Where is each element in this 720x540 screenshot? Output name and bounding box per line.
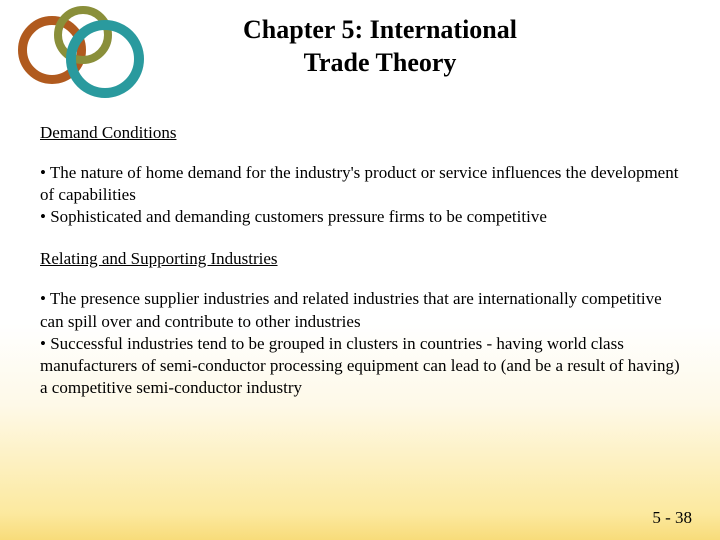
- section-heading-2: Relating and Supporting Industries: [40, 248, 680, 270]
- bullet-block-1: • The nature of home demand for the indu…: [40, 162, 680, 228]
- bullet: • The nature of home demand for the indu…: [40, 162, 680, 206]
- bullet: • The presence supplier industries and r…: [40, 288, 680, 332]
- logo-rings: [18, 6, 148, 101]
- page-number: 5 - 38: [652, 508, 692, 528]
- bullet: • Successful industries tend to be group…: [40, 333, 680, 399]
- section-heading-1: Demand Conditions: [40, 122, 680, 144]
- header: Chapter 5: International Trade Theory: [0, 0, 720, 100]
- content-body: Demand Conditions • The nature of home d…: [0, 100, 720, 399]
- bullet-block-2: • The presence supplier industries and r…: [40, 288, 680, 398]
- ring-teal-icon: [66, 20, 144, 98]
- slide: Chapter 5: International Trade Theory De…: [0, 0, 720, 540]
- bullet: • Sophisticated and demanding customers …: [40, 206, 680, 228]
